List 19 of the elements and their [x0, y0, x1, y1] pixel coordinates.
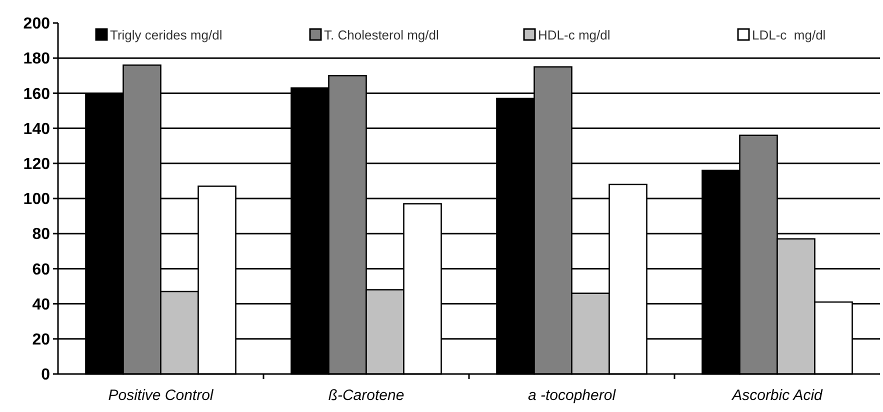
legend-label: LDL-c mg/dl	[752, 28, 826, 43]
y-tick-label: 120	[23, 156, 50, 173]
y-tick-label: 200	[23, 16, 50, 33]
y-tick-label: 180	[23, 50, 50, 68]
y-tick-label: 60	[32, 261, 50, 278]
x-tick-label: Positive Control	[108, 387, 214, 404]
legend-label: T. Cholesterol mg/dl	[324, 28, 439, 43]
y-tick-label: 140	[23, 120, 50, 138]
y-tick-label: 160	[23, 86, 50, 103]
y-tick-label: 100	[23, 191, 50, 208]
legend-label: HDL-c mg/dl	[538, 28, 610, 43]
y-tick-label: 80	[32, 226, 50, 244]
y-tick-label: 20	[32, 332, 50, 348]
y-tick-label: 0	[41, 366, 50, 384]
x-tick-label: a -tocopherol	[528, 387, 616, 404]
y-tick-label: 40	[32, 296, 50, 314]
x-tick-label: ß-Carotene	[328, 387, 404, 404]
x-tick-label: Ascorbic Acid	[731, 387, 824, 404]
legend-label: Trigly cerides mg/dl	[110, 28, 222, 43]
